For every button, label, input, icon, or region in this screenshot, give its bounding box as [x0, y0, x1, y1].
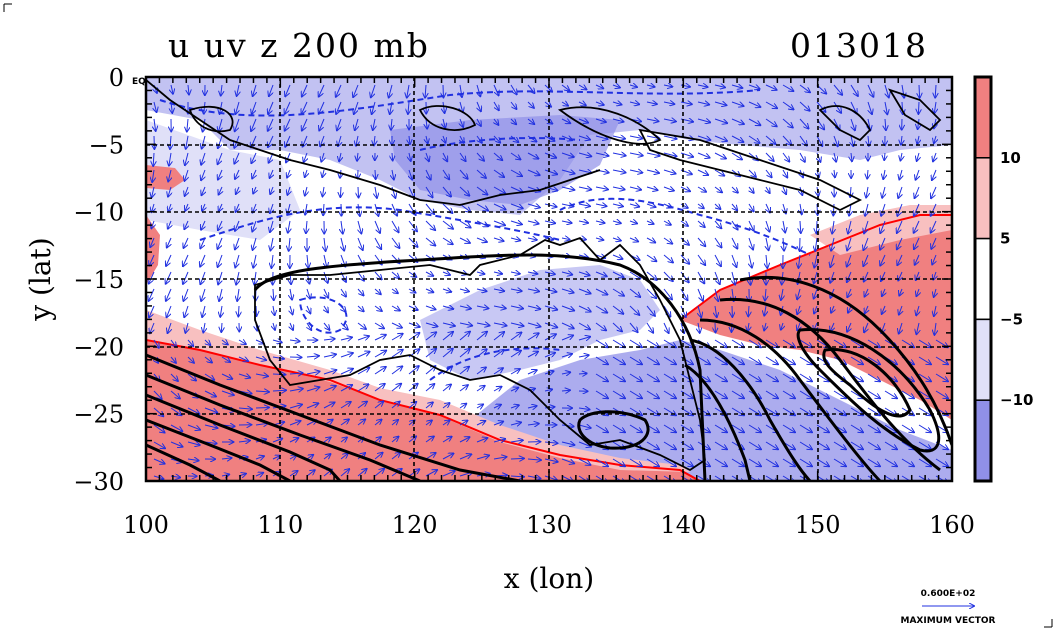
x-tick-label: 140 [660, 511, 706, 539]
y-tick-label: −25 [73, 401, 124, 429]
coastline-indonesia [146, 79, 601, 206]
y-axis-label: y (lat) [24, 237, 57, 321]
positive-wind-region-west-patch [146, 165, 185, 190]
plot-area [146, 77, 952, 481]
height-contour [146, 418, 291, 481]
colorbar-segment [974, 237, 992, 321]
colorbar-label: 5 [1000, 230, 1010, 248]
x-tick-label: 100 [123, 511, 169, 539]
colorbar-label: −10 [1000, 391, 1033, 409]
y-tick-label: −10 [73, 199, 124, 227]
vector-key-label: MAXIMUM VECTOR [900, 616, 995, 626]
coastline-islands [557, 106, 662, 145]
x-tick-label: 110 [257, 511, 303, 539]
equator-label: EQ [132, 77, 146, 87]
height-contour [822, 347, 912, 418]
height-contour [146, 353, 521, 481]
x-axis-tick-labels: 100 110 120 130 140 150 160 [123, 511, 975, 539]
height-contour [699, 318, 882, 481]
vector-key: 0.600E+02 MAXIMUM VECTOR [900, 589, 995, 626]
positive-contour [679, 214, 952, 321]
wind-vector-field [149, 85, 948, 481]
x-tick-label: 150 [795, 511, 841, 539]
y-tick-label: −15 [73, 266, 124, 294]
colorbar-labels: 10 5 −5 −10 [1000, 149, 1033, 409]
corner-mark [1044, 619, 1053, 628]
colorbar [973, 75, 993, 483]
height-contour [146, 443, 221, 481]
colorbar-segment [974, 399, 992, 482]
height-contour [689, 338, 812, 481]
colorbar-label: −5 [1000, 310, 1023, 328]
coastline-new-guinea [638, 128, 863, 212]
colorbar-segment [974, 157, 992, 240]
coastline-islands [188, 105, 234, 133]
height-contour [146, 393, 342, 481]
vector-key-magnitude: 0.600E+02 [921, 589, 976, 599]
height-contour [684, 363, 752, 481]
x-tick-label: 120 [392, 511, 438, 539]
grid-lines [146, 77, 952, 481]
height-contour [796, 328, 941, 453]
coastlines [146, 79, 942, 472]
coastline-new-guinea [887, 88, 942, 132]
chart-date-label: 013018 [790, 26, 928, 65]
height-contour [577, 410, 650, 450]
x-tick-label: 130 [526, 511, 572, 539]
coastline-australia [254, 236, 706, 472]
y-axis-tick-labels: 0 −5 −10 −15 −20 −25 −30 [73, 64, 124, 496]
colorbar-label: 10 [1000, 149, 1021, 167]
chart-title: u uv z 200 mb [168, 26, 430, 65]
coastline-new-guinea [818, 105, 872, 142]
y-tick-label: −30 [73, 468, 124, 496]
y-tick-label: 0 [109, 64, 124, 92]
corner-mark [3, 3, 12, 12]
y-tick-label: −20 [73, 333, 124, 361]
axis-minor-ticks [145, 76, 953, 482]
x-tick-label: 160 [929, 511, 975, 539]
colorbar-segment [974, 76, 992, 159]
y-tick-label: −5 [89, 131, 124, 159]
colorbar-segment [974, 318, 992, 401]
height-contour [719, 297, 941, 472]
x-axis-label: x (lon) [504, 562, 594, 595]
coastline-islands [418, 105, 477, 131]
height-contour [146, 373, 421, 481]
